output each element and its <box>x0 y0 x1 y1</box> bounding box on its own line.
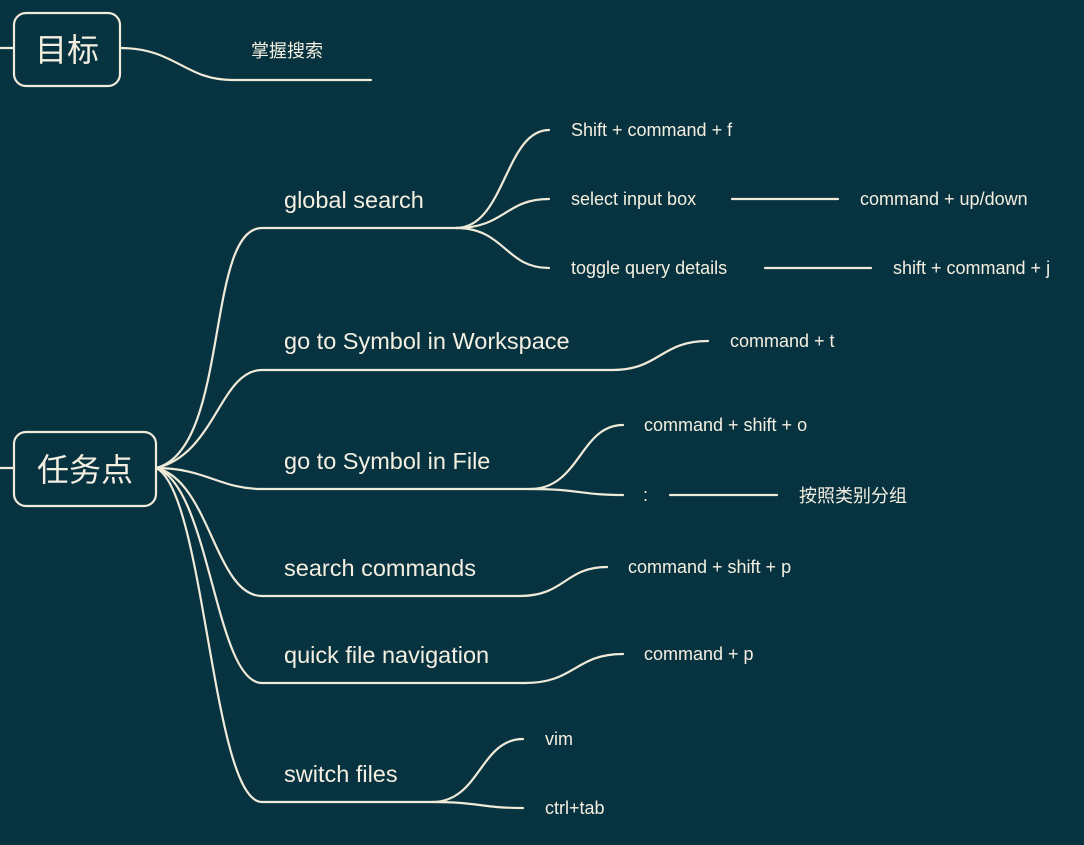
edge-root-global-search <box>154 226 458 470</box>
select-input-box-shortcut-label[interactable]: command + up/down <box>860 189 1028 209</box>
quick-file-navigation-shortcut-label[interactable]: command + p <box>644 644 754 664</box>
task-root-label: 任务点 <box>37 451 133 489</box>
select-input-box-label[interactable]: select input box <box>571 189 696 209</box>
edge-root-switch-files <box>154 466 434 804</box>
shift-command-f-label[interactable]: Shift + command + f <box>571 120 733 140</box>
quick-file-navigation-label[interactable]: quick file navigation <box>284 642 489 668</box>
edge-search-commands-shortcut <box>518 565 609 598</box>
edge-global-search-shift-command-f <box>454 128 551 230</box>
goal-branch-connector <box>118 46 373 82</box>
toggle-query-details-label[interactable]: toggle query details <box>571 258 727 278</box>
edge-root-search-commands <box>154 466 522 598</box>
symbol-file-label[interactable]: go to Symbol in File <box>284 448 490 474</box>
edge-switch-files-ctrl-tab <box>430 800 525 810</box>
edge-root-symbol-file <box>154 466 532 491</box>
goal-tree: 目标 掌握搜索 <box>0 11 373 88</box>
global-search-label[interactable]: global search <box>284 187 424 213</box>
edge-global-search-toggle-query-details <box>454 226 551 270</box>
colon-note-label[interactable]: 按照类别分组 <box>799 486 907 507</box>
goal-branch-label[interactable]: 掌握搜索 <box>251 41 323 62</box>
symbol-workspace-label[interactable]: go to Symbol in Workspace <box>284 328 570 354</box>
search-commands-label[interactable]: search commands <box>284 555 476 581</box>
symbol-workspace-shortcut-label[interactable]: command + t <box>730 331 835 351</box>
search-commands-shortcut-label[interactable]: command + shift + p <box>628 557 791 577</box>
switch-files-label[interactable]: switch files <box>284 761 398 787</box>
edge-symbol-workspace-shortcut <box>610 339 710 372</box>
toggle-query-details-shortcut-label[interactable]: shift + command + j <box>893 258 1050 278</box>
edge-symbol-file-shortcut <box>528 423 625 491</box>
edge-global-search-select-input-box <box>454 197 551 230</box>
edge-quick-file-navigation-shortcut <box>523 652 625 685</box>
goal-root-node[interactable] <box>12 11 122 88</box>
edge-switch-files-vim <box>430 737 525 804</box>
goal-root-label: 目标 <box>35 31 99 69</box>
task-tree: 任务点 global search go to Symbol in Worksp… <box>0 120 1050 818</box>
symbol-file-shortcut-label[interactable]: command + shift + o <box>644 415 807 435</box>
edge-root-quick-file-navigation <box>154 466 527 685</box>
vim-label[interactable]: vim <box>545 729 573 749</box>
ctrl-tab-label[interactable]: ctrl+tab <box>545 798 605 818</box>
task-root-node[interactable] <box>12 430 158 508</box>
symbol-file-colon-label[interactable]: : <box>643 485 648 505</box>
edge-symbol-file-colon <box>528 487 625 497</box>
edge-root-symbol-workspace <box>154 368 614 470</box>
